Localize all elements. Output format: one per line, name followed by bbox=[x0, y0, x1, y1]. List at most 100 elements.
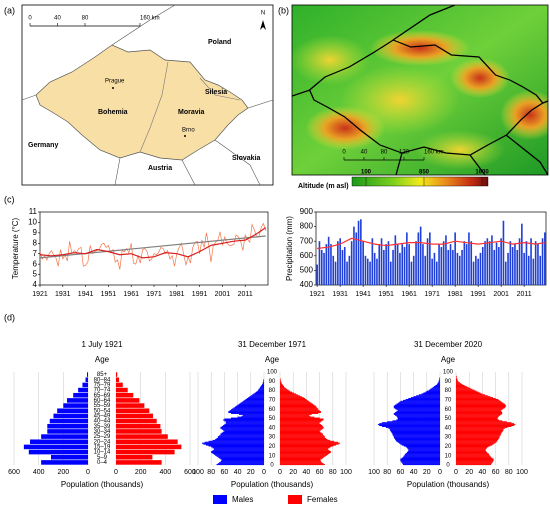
female-bar bbox=[280, 385, 284, 387]
x-tick-label: 400 bbox=[33, 469, 45, 476]
male-bar bbox=[402, 463, 440, 465]
city-dot bbox=[184, 135, 186, 137]
bar bbox=[495, 242, 498, 285]
male-bar bbox=[67, 398, 88, 403]
bar bbox=[419, 226, 422, 285]
female-bar bbox=[456, 433, 501, 435]
female-bar bbox=[456, 398, 496, 400]
female-bar bbox=[456, 425, 515, 427]
panel-label: (c) bbox=[4, 194, 15, 204]
relief bbox=[292, 5, 548, 175]
bar bbox=[433, 252, 436, 285]
female-bar bbox=[456, 451, 488, 454]
female-bar bbox=[280, 438, 327, 440]
female-bar bbox=[456, 398, 499, 400]
country-label: Austria bbox=[148, 165, 172, 172]
female-bar bbox=[456, 413, 502, 415]
male-bar bbox=[253, 393, 264, 395]
y-tick-label: 10–14 bbox=[94, 450, 111, 456]
bar bbox=[357, 220, 360, 285]
female-bar bbox=[280, 460, 321, 462]
female-bar bbox=[456, 387, 471, 389]
y-tick-label: 45–49 bbox=[94, 413, 111, 419]
male-bar bbox=[407, 451, 440, 454]
female-bar bbox=[116, 403, 145, 408]
male-bar bbox=[229, 410, 264, 412]
female-bar bbox=[456, 439, 498, 441]
bar bbox=[353, 226, 355, 285]
male-bar bbox=[395, 408, 440, 410]
female-bar bbox=[456, 420, 503, 422]
male-bar bbox=[47, 429, 88, 434]
male-bar bbox=[438, 380, 440, 382]
colorbar-label: 1600 bbox=[475, 170, 489, 176]
bar bbox=[394, 235, 397, 285]
y-tick-label: 50–54 bbox=[94, 408, 111, 414]
panel-label: (a) bbox=[4, 5, 15, 15]
male-bar bbox=[262, 384, 264, 386]
bar bbox=[514, 244, 516, 285]
y-tick-label: 20 bbox=[269, 444, 276, 450]
male-bar bbox=[392, 433, 440, 435]
y-tick-label: 15–19 bbox=[94, 444, 111, 450]
female-bar bbox=[280, 390, 290, 392]
bar bbox=[463, 241, 466, 285]
male-bar bbox=[399, 401, 440, 403]
female-bar bbox=[280, 381, 282, 383]
male-bar bbox=[233, 407, 264, 409]
y-tick-label: 70–74 bbox=[94, 388, 111, 394]
female-bar bbox=[116, 418, 157, 424]
male-bar bbox=[220, 426, 264, 428]
bar bbox=[521, 223, 523, 285]
female-bar bbox=[280, 445, 334, 447]
male-bar bbox=[216, 438, 264, 440]
scale-bar: 0 40 80 120 160 km bbox=[342, 150, 444, 161]
male-bar bbox=[242, 414, 264, 416]
female-bar bbox=[280, 411, 321, 414]
male-bar bbox=[403, 455, 440, 457]
female-bar bbox=[280, 380, 281, 382]
map-b: 0 40 80 120 160 km Altitude (m asl) 100 850 16… bbox=[291, 4, 549, 190]
x-tick-label: 0 bbox=[278, 469, 282, 476]
data-line bbox=[39, 222, 267, 270]
female-bar bbox=[280, 392, 294, 394]
male-bar bbox=[221, 460, 264, 462]
y-tick-label: 10 bbox=[269, 453, 276, 459]
female-bar bbox=[116, 439, 178, 445]
region-borders bbox=[139, 61, 241, 153]
male-bar bbox=[217, 463, 264, 465]
male-bar bbox=[213, 449, 264, 451]
female-bar bbox=[456, 403, 505, 405]
x-tick-label: 1961 bbox=[123, 291, 139, 298]
y-tick-label: 900 bbox=[300, 207, 314, 216]
bar bbox=[534, 241, 537, 285]
scale-bar: 0 40 80 160 km bbox=[28, 16, 160, 27]
y-tick-label: 10 bbox=[28, 218, 37, 227]
male-bar bbox=[231, 417, 264, 419]
female-bar bbox=[280, 446, 331, 448]
male-bar bbox=[259, 387, 264, 389]
x-tick-label: 100 bbox=[516, 469, 528, 476]
male-bar bbox=[396, 409, 440, 411]
chart-title: 31 December 1971 bbox=[238, 340, 307, 349]
male-bar bbox=[393, 412, 440, 414]
bar bbox=[369, 261, 371, 285]
bar bbox=[527, 255, 530, 285]
female-bar bbox=[456, 450, 486, 452]
y-tick-label: 11 bbox=[29, 207, 38, 216]
male-bar bbox=[248, 397, 264, 399]
male-bar bbox=[225, 422, 264, 424]
female-bar bbox=[456, 428, 504, 430]
data-line bbox=[39, 227, 267, 259]
bar bbox=[479, 252, 482, 285]
female-bar bbox=[280, 464, 325, 466]
female-bar bbox=[456, 457, 493, 459]
female-bar bbox=[456, 378, 458, 380]
bar bbox=[435, 261, 438, 285]
female-bar bbox=[280, 435, 325, 437]
x-tick-label: 400 bbox=[159, 469, 171, 476]
y-tick-label: 80 bbox=[269, 388, 276, 394]
bar bbox=[406, 232, 408, 285]
female-bar bbox=[280, 389, 289, 391]
